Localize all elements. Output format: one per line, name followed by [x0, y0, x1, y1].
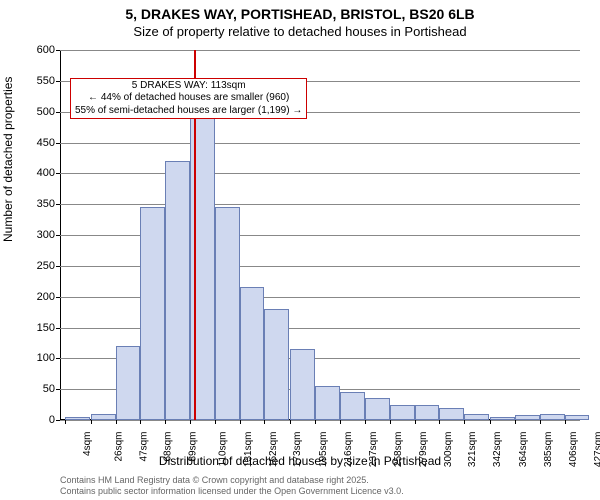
ytick-label: 600: [15, 44, 55, 56]
ytick-label: 350: [15, 198, 55, 210]
histogram-bar: [464, 414, 489, 420]
chart-title-address: 5, DRAKES WAY, PORTISHEAD, BRISTOL, BS20…: [0, 6, 600, 22]
xtick-label: 406sqm: [568, 432, 579, 468]
xtick-label: 4sqm: [82, 432, 93, 456]
ytick-label: 300: [15, 229, 55, 241]
xtick-label: 68sqm: [163, 432, 174, 462]
histogram-plot: 5 DRAKES WAY: 113sqm← 44% of detached ho…: [60, 50, 580, 420]
ytick-label: 50: [15, 383, 55, 395]
histogram-bar: [264, 309, 289, 420]
ytick-label: 150: [15, 322, 55, 334]
chart-subtitle: Size of property relative to detached ho…: [0, 24, 600, 39]
grid-line: [60, 143, 580, 144]
histogram-bar: [116, 346, 141, 420]
grid-line: [60, 297, 580, 298]
xtick-label: 364sqm: [518, 432, 529, 468]
xtick-label: 216sqm: [343, 432, 354, 468]
ytick-label: 250: [15, 260, 55, 272]
histogram-bar: [515, 415, 540, 420]
histogram-bar: [165, 161, 190, 420]
xtick-label: 279sqm: [418, 432, 429, 468]
ytick-label: 550: [15, 75, 55, 87]
histogram-bar: [540, 414, 565, 420]
histogram-bar: [565, 415, 590, 420]
grid-line: [60, 266, 580, 267]
histogram-bar: [365, 398, 390, 420]
histogram-bar: [65, 417, 90, 420]
grid-line: [60, 328, 580, 329]
xtick-label: 89sqm: [188, 432, 199, 462]
histogram-bar: [439, 408, 464, 420]
annotation-box: 5 DRAKES WAY: 113sqm← 44% of detached ho…: [70, 78, 307, 120]
histogram-bar: [490, 417, 515, 420]
grid-line: [60, 235, 580, 236]
xtick-label: 195sqm: [319, 432, 330, 468]
histogram-bar: [340, 392, 365, 420]
ytick-label: 100: [15, 352, 55, 364]
ytick-label: 200: [15, 291, 55, 303]
ytick-label: 450: [15, 137, 55, 149]
histogram-bar: [390, 405, 415, 420]
ytick-label: 500: [15, 106, 55, 118]
xtick-label: 131sqm: [243, 432, 254, 468]
histogram-bar: [240, 287, 265, 420]
ytick-label: 0: [15, 414, 55, 426]
histogram-bar: [415, 405, 440, 420]
xtick-label: 385sqm: [543, 432, 554, 468]
grid-line: [60, 420, 580, 421]
xtick-label: 47sqm: [138, 432, 149, 462]
attribution-text: Contains HM Land Registry data © Crown c…: [60, 475, 404, 497]
histogram-bar: [290, 349, 315, 420]
ytick-label: 400: [15, 167, 55, 179]
grid-line: [60, 204, 580, 205]
xtick-label: 173sqm: [293, 432, 304, 468]
y-axis-label: Number of detached properties: [1, 77, 15, 242]
xtick-label: 237sqm: [368, 432, 379, 468]
xtick-label: 258sqm: [393, 432, 404, 468]
histogram-bar: [315, 386, 340, 420]
xtick-label: 321sqm: [467, 432, 478, 468]
xtick-label: 300sqm: [443, 432, 454, 468]
grid-line: [60, 173, 580, 174]
histogram-bar: [91, 414, 116, 420]
xtick-label: 152sqm: [268, 432, 279, 468]
grid-line: [60, 50, 580, 51]
histogram-bar: [215, 207, 240, 420]
xtick-label: 427sqm: [593, 432, 600, 468]
xtick-label: 26sqm: [113, 432, 124, 462]
xtick-label: 342sqm: [492, 432, 503, 468]
histogram-bar: [140, 207, 165, 420]
xtick-label: 110sqm: [217, 432, 228, 467]
